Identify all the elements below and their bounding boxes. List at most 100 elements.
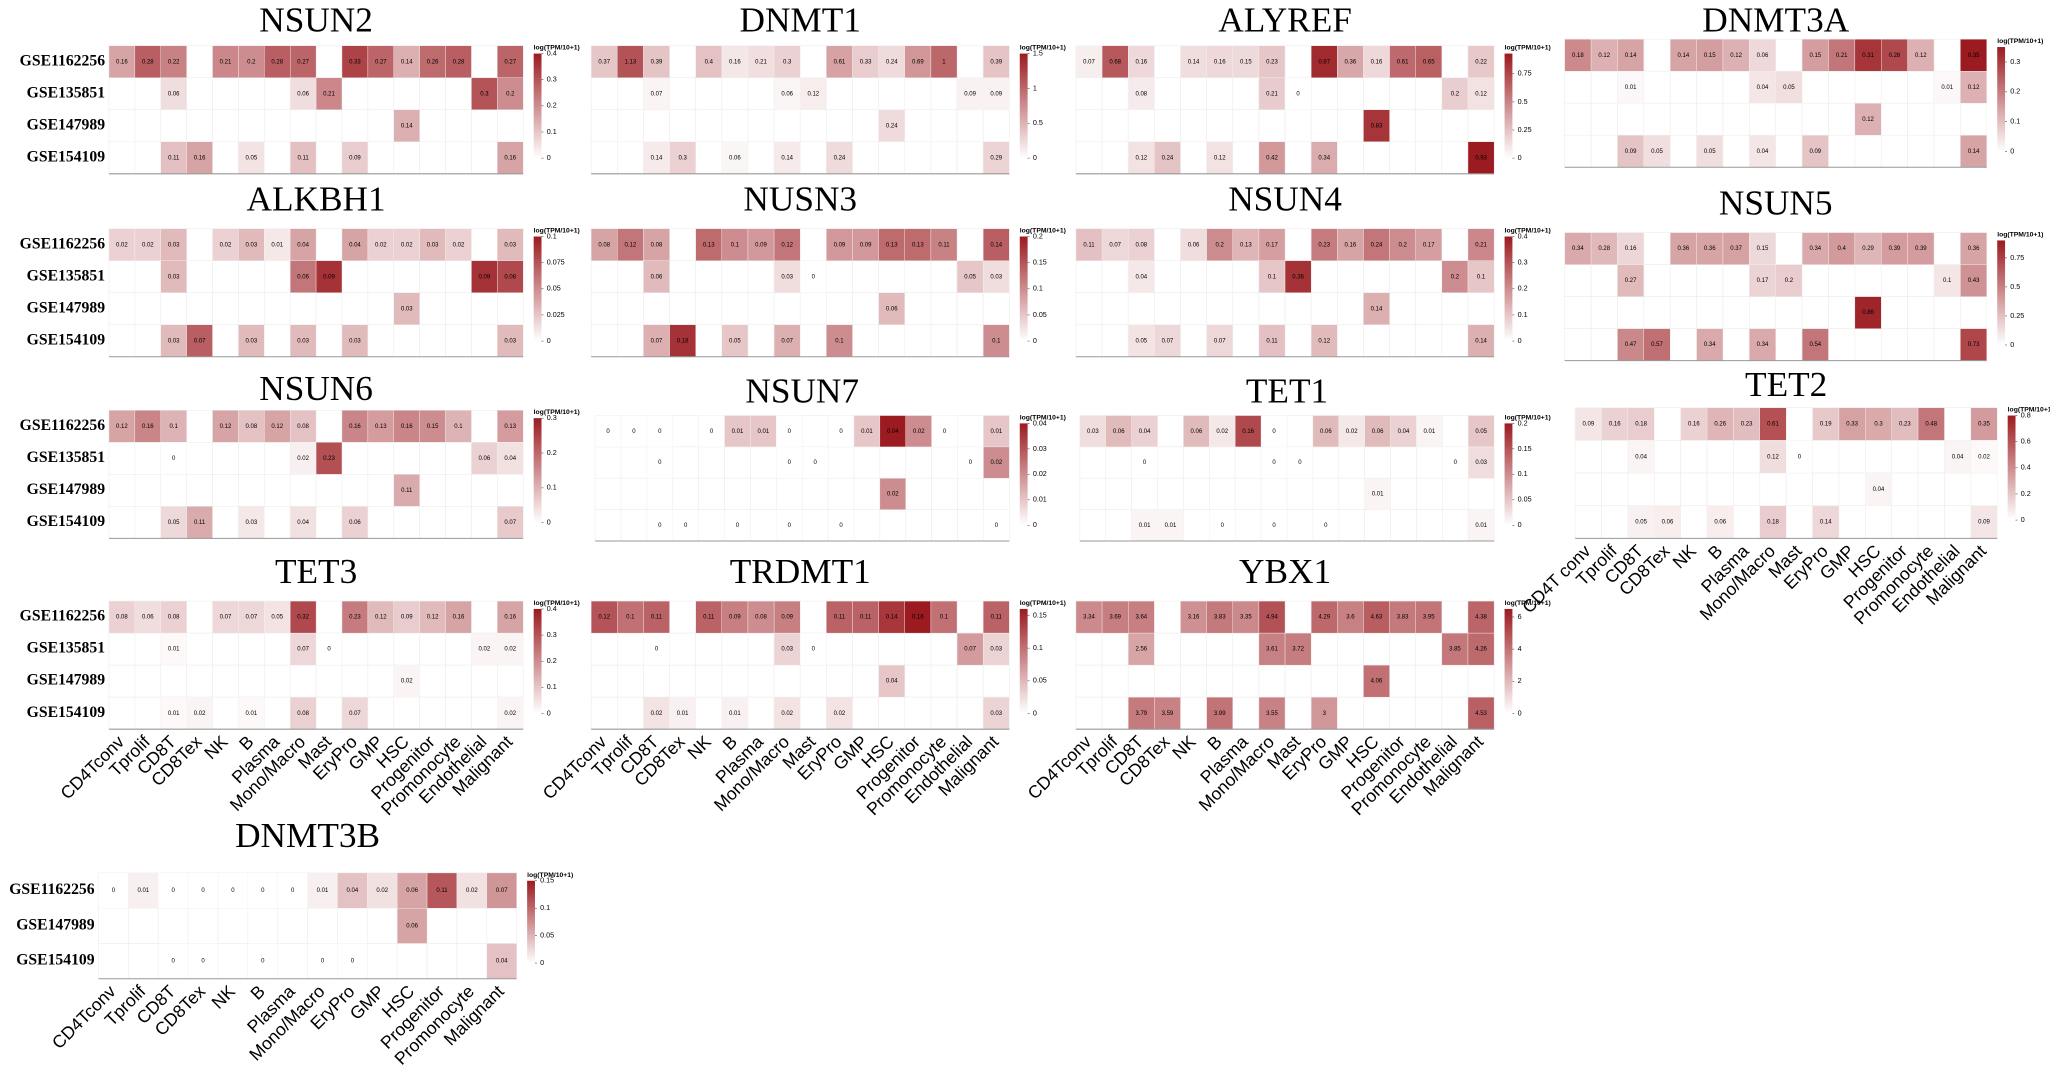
grid-cell [956,292,984,326]
colorbar-tick-label: 0.1 [540,904,550,912]
heat-cell [773,600,801,634]
heat-cell [497,324,524,357]
x-tick-label: NK [208,981,240,1013]
grid-cell [186,260,213,294]
cell-label: 0.03 [427,242,439,248]
grid-cell [1617,296,1645,329]
grid-cell [698,446,725,479]
heat-cell [160,442,187,475]
grid-cell [878,632,906,666]
cell-label: 0.01 [1139,523,1151,529]
grid-cell [879,446,907,479]
heat-cell [1180,228,1207,261]
heat-cell [1206,324,1233,357]
row-label: GSE135851 [27,267,106,284]
row-label: GSE135851 [27,640,106,657]
heat-cell [852,228,879,261]
grid-cell [134,442,162,475]
colorbar [1019,53,1028,159]
grid-cell [956,141,984,175]
cell-label: 0.16 [504,155,516,161]
grid-cell [212,664,239,698]
grid-cell [799,324,827,358]
cell-label: 0 [788,429,792,435]
x-tick-label: NK [200,731,232,763]
heat-cell [1310,228,1338,261]
heat-cell [367,600,394,634]
grid-cell [724,446,751,479]
grid-cell [852,77,879,111]
grid-cell [1933,232,1961,265]
cell-label: 3.79 [1135,711,1147,717]
heat-cell [1364,415,1391,448]
grid-cell [801,509,829,542]
grid-cell [669,109,697,143]
grid-cell [904,109,932,143]
heat-cell [264,45,291,78]
grid-cell [905,446,932,479]
colorbar-title: log(TPM/10+1) [2008,407,2050,414]
grid-cell [747,324,775,358]
grid-cell [108,506,136,539]
heat-cell [1260,509,1288,542]
cell-label: 0.02 [297,456,309,462]
cell-label: 0.14 [1475,338,1487,344]
heat-cell [134,45,161,78]
grid-cell [1415,260,1443,294]
heat-cell [826,324,853,357]
grid-cell [341,77,369,111]
cell-label: 0.24 [1162,155,1174,161]
grid-cell [367,260,395,294]
grid-cell [616,632,644,666]
heat-cell [646,415,673,448]
heat-cell [773,77,801,110]
chart-title: NSUN2 [259,1,373,40]
heat-cell [1131,446,1158,479]
colorbar-tick-label: 0 [2010,341,2014,349]
heat-cell [290,410,317,443]
heat-cell [773,324,801,357]
cell-label: 0.12 [1730,53,1742,59]
grid-cell [1180,109,1207,143]
heat-cell [264,600,291,634]
heat-cell [1258,45,1286,78]
grid-cell [1722,264,1750,297]
cell-label: 0.08 [246,424,258,430]
heat-cell [982,45,1010,78]
heat-cell [1749,135,1776,168]
heat-cell [826,141,853,174]
heat-cell [643,77,670,110]
heat-cell [238,141,265,174]
heat-cell [643,600,670,634]
grid-cell [1828,328,1856,361]
cell-label: 0.2 [247,59,256,65]
grid-cell [1441,109,1469,143]
cell-label: 0.04 [1635,454,1647,460]
cell-label: 0.22 [1475,59,1487,65]
cell-label: 0.28 [1889,53,1901,59]
heat-cell [1154,696,1181,730]
grid-cell [1284,292,1312,326]
cell-label: 0.04 [886,679,898,685]
cell-label: 0.2 [506,91,515,97]
heat-cell [1180,45,1207,78]
cell-label: 0.12 [1475,91,1487,97]
cell-label: 0.47 [1625,342,1637,348]
grid-cell [956,600,984,634]
colorbar-tick-label: 0.15 [1033,259,1047,267]
heat-cell [290,228,317,261]
grid-cell [393,324,420,358]
colorbar-tick-label: 0.15 [1033,611,1047,619]
grid-cell [1154,600,1181,634]
grid-cell [1338,477,1365,510]
heat-cell [800,77,827,110]
cell-label: 0.02 [991,460,1003,466]
cell-label: 0.12 [116,424,128,430]
cell-label: 0.23 [1741,422,1753,428]
grid-cell [698,477,725,510]
colorbar [2007,415,2016,521]
cell-label: 0.08 [1135,242,1147,248]
cell-label: 0.1 [992,338,1001,344]
heat-cell [1696,39,1724,72]
cell-label: 4.94 [1266,615,1278,621]
